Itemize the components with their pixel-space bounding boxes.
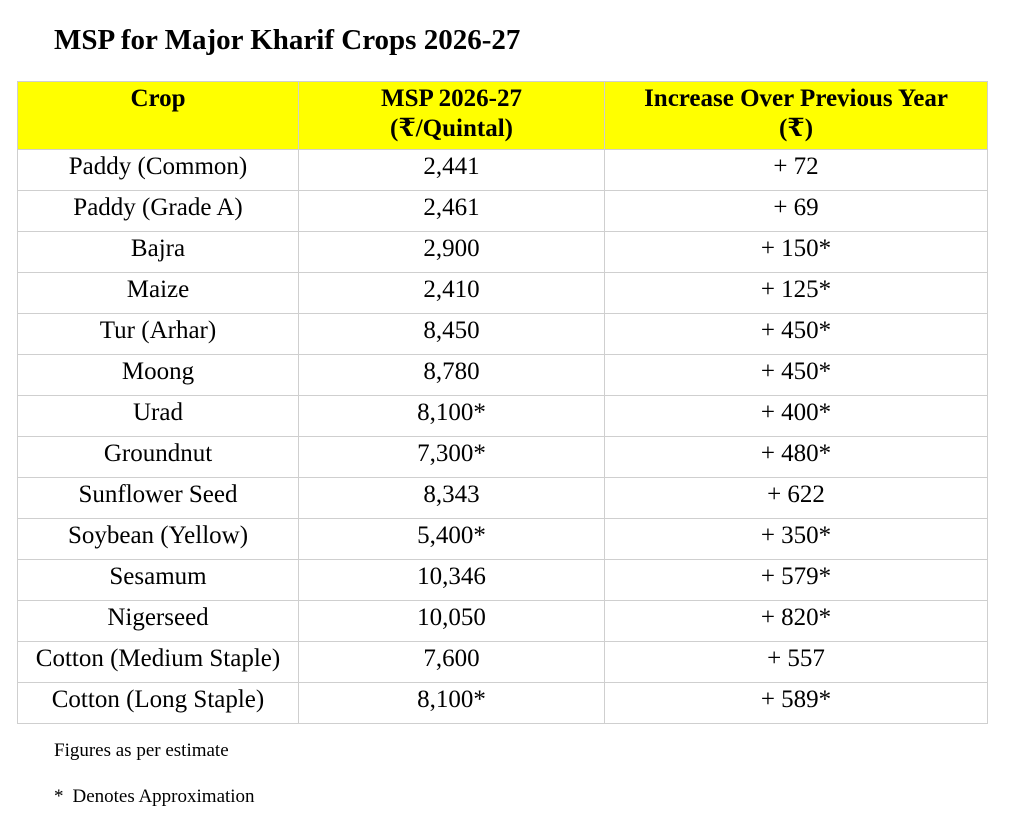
cell-msp: 2,410 [298, 272, 605, 314]
table-row: Cotton (Medium Staple) 7,600 + 557 [17, 641, 988, 683]
cell-msp: 7,300* [298, 436, 605, 478]
table-row: Bajra 2,900 + 150* [17, 231, 988, 273]
table-row: Nigerseed 10,050 + 820* [17, 600, 988, 642]
cell-msp: 7,600 [298, 641, 605, 683]
cell-crop: Groundnut [17, 436, 299, 478]
table-row: Sunflower Seed 8,343 + 622 [17, 477, 988, 519]
table-row: Maize 2,410 + 125* [17, 272, 988, 314]
cell-increase: + 125* [604, 272, 988, 314]
asterisk-symbol: * [54, 786, 64, 807]
cell-crop: Bajra [17, 231, 299, 273]
cell-increase: + 589* [604, 682, 988, 724]
table-row: Sesamum 10,346 + 579* [17, 559, 988, 601]
header-msp-line2: (₹/Quintal) [390, 115, 513, 142]
cell-increase: + 150* [604, 231, 988, 273]
cell-crop: Tur (Arhar) [17, 313, 299, 355]
cell-increase: + 400* [604, 395, 988, 437]
header-msp-line1: MSP 2026-27 [381, 85, 522, 112]
cell-crop: Cotton (Long Staple) [17, 682, 299, 724]
table-row: Paddy (Grade A) 2,461 + 69 [17, 190, 988, 232]
cell-increase: + 622 [604, 477, 988, 519]
header-increase: Increase Over Previous Year (₹) [604, 81, 988, 150]
cell-msp: 8,100* [298, 395, 605, 437]
table-row: Moong 8,780 + 450* [17, 354, 988, 396]
table-header-row: Crop MSP 2026-27 (₹/Quintal) Increase Ov… [17, 81, 988, 150]
header-increase-line1: Increase Over Previous Year [644, 85, 948, 112]
cell-increase: + 450* [604, 313, 988, 355]
cell-msp: 2,441 [298, 149, 605, 191]
cell-crop: Soybean (Yellow) [17, 518, 299, 560]
cell-increase: + 579* [604, 559, 988, 601]
cell-crop: Paddy (Common) [17, 149, 299, 191]
estimate-note: Figures as per estimate [54, 740, 229, 761]
cell-crop: Urad [17, 395, 299, 437]
cell-msp: 2,900 [298, 231, 605, 273]
cell-crop: Sunflower Seed [17, 477, 299, 519]
table-row: Urad 8,100* + 400* [17, 395, 988, 437]
header-crop: Crop [17, 81, 299, 150]
table-row: Groundnut 7,300* + 480* [17, 436, 988, 478]
cell-msp: 8,343 [298, 477, 605, 519]
table-row: Paddy (Common) 2,441 + 72 [17, 149, 988, 191]
cell-increase: + 820* [604, 600, 988, 642]
header-increase-line2: (₹) [778, 115, 814, 142]
page-title: MSP for Major Kharif Crops 2026-27 [54, 24, 521, 56]
header-crop-label: Crop [130, 85, 186, 112]
cell-increase: + 350* [604, 518, 988, 560]
cell-msp: 8,450 [298, 313, 605, 355]
cell-msp: 8,100* [298, 682, 605, 724]
cell-crop: Nigerseed [17, 600, 299, 642]
cell-msp: 2,461 [298, 190, 605, 232]
cell-crop: Sesamum [17, 559, 299, 601]
cell-increase: + 557 [604, 641, 988, 683]
approximation-note-text: Denotes Approximation [72, 786, 255, 807]
header-msp: MSP 2026-27 (₹/Quintal) [298, 81, 605, 150]
cell-increase: + 69 [604, 190, 988, 232]
cell-increase: + 72 [604, 149, 988, 191]
cell-msp: 10,050 [298, 600, 605, 642]
cell-msp: 10,346 [298, 559, 605, 601]
cell-increase: + 450* [604, 354, 988, 396]
cell-msp: 8,780 [298, 354, 605, 396]
table-row: Cotton (Long Staple) 8,100* + 589* [17, 682, 988, 724]
table-row: Tur (Arhar) 8,450 + 450* [17, 313, 988, 355]
cell-crop: Maize [17, 272, 299, 314]
msp-table: Crop MSP 2026-27 (₹/Quintal) Increase Ov… [17, 81, 988, 724]
cell-increase: + 480* [604, 436, 988, 478]
cell-crop: Paddy (Grade A) [17, 190, 299, 232]
cell-crop: Cotton (Medium Staple) [17, 641, 299, 683]
table-row: Soybean (Yellow) 5,400* + 350* [17, 518, 988, 560]
cell-crop: Moong [17, 354, 299, 396]
cell-msp: 5,400* [298, 518, 605, 560]
approximation-note: * Denotes Approximation [54, 786, 255, 808]
